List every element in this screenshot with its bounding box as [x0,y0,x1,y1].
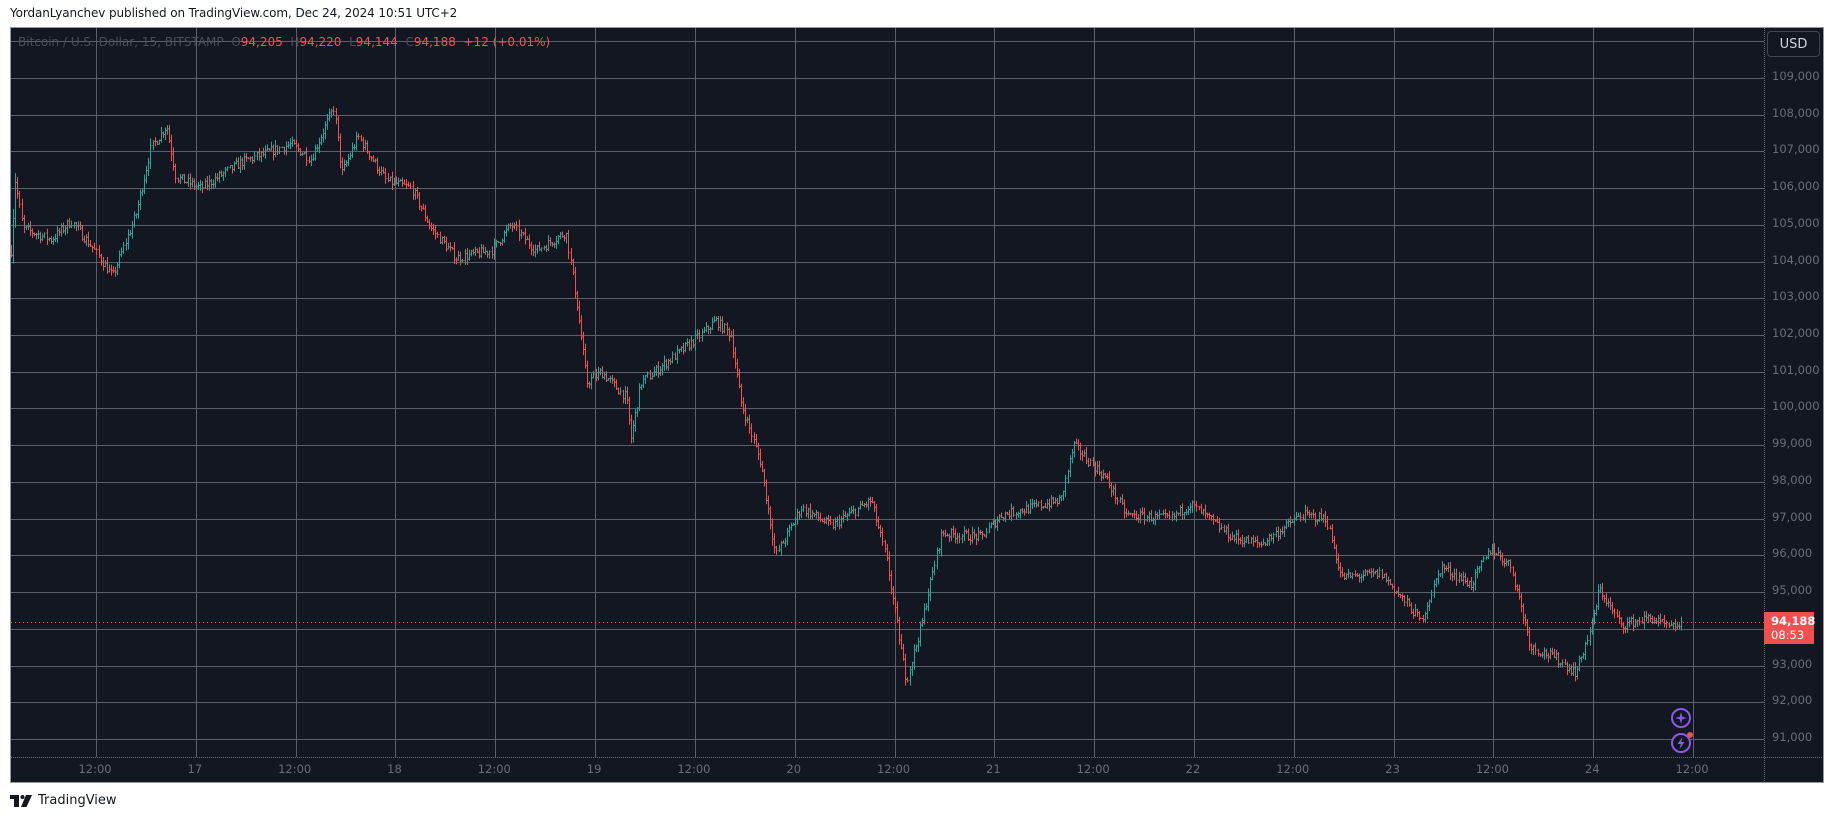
price-axis-label: 106,000 [1772,179,1820,194]
price-axis-label: 108,000 [1772,105,1820,120]
published-line: YordanLyanchev published on TradingView.… [10,6,458,20]
legend-low-value: 94,144 [355,35,398,49]
price-axis-label: 97,000 [1772,509,1813,524]
bar-countdown: 08:53 [1771,628,1805,642]
price-axis-label: 92,000 [1772,693,1813,708]
price-axis-label: 105,000 [1772,215,1820,230]
price-axis-label: 104,000 [1772,252,1820,267]
sparkle-icon[interactable] [1671,708,1691,728]
price-axis-label: 93,000 [1772,656,1813,671]
last-price-value: 94,188 [1771,614,1816,628]
time-axis-label: 12:00 [1675,762,1709,776]
time-axis-label: 12:00 [1076,762,1110,776]
time-axis-label: 21 [986,762,1001,776]
price-axis-label: 101,000 [1772,362,1820,377]
time-axis-label: 22 [1185,762,1201,776]
time-axis-label: 12:00 [1276,762,1310,776]
legend-change: +12 (+0.01%) [463,35,551,49]
time-axis-label: 12:00 [477,762,511,776]
time-axis-label: 18 [387,762,402,776]
last-price-tag: 94,188 08:53 [1764,612,1816,644]
ohlc-bars [11,106,1683,686]
legend-open-label: O [231,35,241,49]
price-axis-label: 96,000 [1772,546,1813,561]
price-axis-label: 102,000 [1772,326,1820,341]
time-axis-label: 12:00 [677,762,711,776]
brand-name: TradingView [38,793,117,808]
ohlc-chart[interactable] [11,28,1824,783]
time-axis-label: 12:00 [278,762,312,776]
legend-close-label: C [405,35,414,49]
price-axis-label: 100,000 [1772,399,1820,414]
tradingview-logo-icon [10,794,32,807]
time-axis-label: 12:00 [78,762,112,776]
price-axis-label: 91,000 [1772,729,1813,744]
price-axis-label: 103,000 [1772,289,1820,304]
time-axis-label: 19 [586,762,602,776]
chart-pane[interactable] [10,27,1824,783]
legend-open-value: 94,205 [240,35,283,49]
symbol-legend: Bitcoin / U.S. Dollar, 15, BITSTAMP O94,… [18,35,550,49]
price-axis-label: 95,000 [1772,583,1813,598]
price-axis-label: 109,000 [1772,69,1820,83]
notification-dot [1687,732,1693,738]
lightning-icon[interactable] [1671,733,1691,753]
price-axis-label: 99,000 [1772,436,1813,451]
time-axis-label: 24 [1584,762,1600,776]
legend-symbol: Bitcoin / U.S. Dollar, 15, BITSTAMP [18,35,224,49]
legend-high-label: H [290,35,300,49]
currency-button[interactable]: USD [1767,31,1820,57]
time-axis-label: 12:00 [1475,762,1510,776]
price-axis-label: 98,000 [1772,472,1813,487]
legend-low-label: L [349,35,356,49]
tradingview-logo[interactable]: TradingView [10,793,117,808]
legend-close-value: 94,188 [413,35,456,49]
time-axis-label: 20 [786,762,802,776]
time-axis-label: 17 [187,762,203,776]
legend-high-value: 94,220 [299,35,342,49]
time-axis-label: 12:00 [876,762,911,776]
price-axis-label: 107,000 [1772,142,1820,157]
time-axis-label: 23 [1385,762,1400,776]
